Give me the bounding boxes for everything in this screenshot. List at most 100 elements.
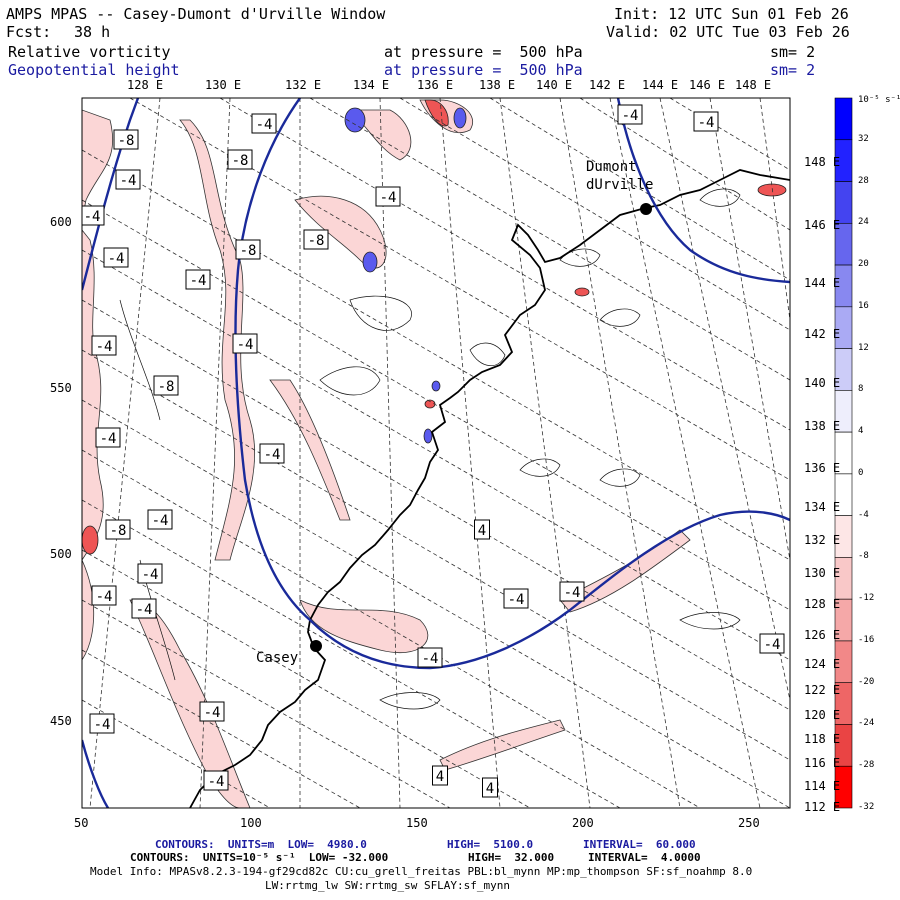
field1-name: Relative vorticity xyxy=(8,43,171,61)
lon-right-label: 142 E xyxy=(804,327,841,341)
colorbar-tick-label: 0 xyxy=(858,467,864,478)
contour-label: 4 xyxy=(482,777,498,798)
lon-right-label: 112 E xyxy=(804,800,841,814)
init-time: Init: 12 UTC Sun 01 Feb 26 xyxy=(614,5,849,23)
lon-top-label: 144 E xyxy=(642,78,679,92)
vorticity-contour-high: HIGH= 32.000 xyxy=(468,851,555,864)
contour-label: 4 xyxy=(432,765,448,786)
dumont-label: Dumont dUrville xyxy=(586,159,654,193)
svg-text:4: 4 xyxy=(486,781,494,797)
svg-text:-4: -4 xyxy=(256,117,273,133)
casey-label: Casey xyxy=(256,650,299,666)
contour-label: -4 xyxy=(417,647,443,668)
y-tick-label: 600 xyxy=(50,215,72,229)
y-tick-label: 500 xyxy=(50,547,72,561)
contour-label: -4 xyxy=(185,269,211,290)
vorticity-contour-interval: INTERVAL= 4.0000 xyxy=(588,851,701,864)
field1-level: at pressure = 500 hPa xyxy=(384,43,583,61)
contour-label: -8 xyxy=(113,129,139,150)
lon-right-label: 126 E xyxy=(804,628,841,642)
contour-label: -4 xyxy=(251,113,277,134)
contour-labels: -8 -4 -8 -4 -4 -8 -8 -4 -4 -4 -4 -4 -4 -4 -8 -4 -8 -4 -4 -4… xyxy=(82,104,719,798)
lon-right-label: 138 E xyxy=(804,419,841,433)
svg-text:-4: -4 xyxy=(108,251,125,267)
colorbar-tick-label: 20 xyxy=(858,259,869,270)
height-contour-info: CONTOURS: UNITS=m LOW= 4980.0 HIGH= 5100.… xyxy=(155,838,696,851)
colorbar-tick-label: 12 xyxy=(858,342,869,353)
svg-text:4: 4 xyxy=(478,523,486,539)
graticule xyxy=(82,98,790,808)
svg-text:-4: -4 xyxy=(208,774,225,790)
svg-text:-4: -4 xyxy=(96,589,113,605)
colorbar-tick-label: 8 xyxy=(858,384,864,395)
lon-top-label: 142 E xyxy=(589,78,626,92)
lon-top-label: 148 E xyxy=(735,78,772,92)
lon-top-label: 146 E xyxy=(689,78,726,92)
coastline xyxy=(189,169,790,808)
lon-right-label: 122 E xyxy=(804,683,841,697)
colorbar-tick-label: -24 xyxy=(858,718,875,729)
contour-label: -8 xyxy=(105,519,131,540)
map-frame xyxy=(81,97,791,809)
contour-label: -4 xyxy=(693,111,719,132)
x-tick-label: 50 xyxy=(74,816,89,830)
contour-label: -4 xyxy=(103,247,129,268)
contour-label: -4 xyxy=(759,633,785,654)
vorticity-contours xyxy=(119,188,741,710)
lon-right-label: 132 E xyxy=(804,533,841,547)
svg-text:-4: -4 xyxy=(204,705,221,721)
svg-text:-4: -4 xyxy=(264,447,281,463)
lon-right-label: 134 E xyxy=(804,500,841,514)
x-tick-label: 250 xyxy=(738,816,760,830)
contour-label: -4 xyxy=(147,509,173,530)
contour-label: -4 xyxy=(95,427,121,448)
svg-text:-4: -4 xyxy=(190,273,207,289)
field1-smoothing: sm= 2 xyxy=(770,43,816,61)
lon-top-label: 134 E xyxy=(353,78,390,92)
contour-label: -4 xyxy=(375,186,401,207)
contour-label: -4 xyxy=(91,335,117,356)
svg-text:-4: -4 xyxy=(94,717,111,733)
svg-text:-4: -4 xyxy=(237,337,254,353)
vorticity-shading xyxy=(82,99,691,808)
casey-station-marker xyxy=(310,640,322,652)
lon-right-label: 120 E xyxy=(804,708,841,722)
svg-text:-4: -4 xyxy=(564,585,581,601)
negative-vorticity-cores xyxy=(344,107,467,444)
colorbar-tick-label: 16 xyxy=(858,300,869,311)
colorbar-unit: 10⁻⁵ s⁻¹ xyxy=(858,95,900,105)
svg-text:-4: -4 xyxy=(152,513,169,529)
contour-label: -4 xyxy=(115,169,141,190)
vorticity-contour-info: CONTOURS: UNITS=10⁻⁵ s⁻¹ LOW= -32.000 HIG… xyxy=(130,851,701,864)
height-contour-low: CONTOURS: UNITS=m LOW= 4980.0 xyxy=(155,838,367,851)
x-tick-label: 150 xyxy=(406,816,428,830)
svg-text:4: 4 xyxy=(436,769,444,785)
svg-text:-4: -4 xyxy=(142,567,159,583)
contour-label: -4 xyxy=(503,588,529,609)
contour-label: -4 xyxy=(137,563,163,584)
svg-text:-4: -4 xyxy=(136,602,153,618)
contour-label: -4 xyxy=(617,104,643,125)
svg-text:-4: -4 xyxy=(84,209,101,225)
svg-text:-4: -4 xyxy=(622,108,639,124)
svg-text:-8: -8 xyxy=(232,153,249,169)
svg-text:-8: -8 xyxy=(110,523,127,539)
lon-right-label: 118 E xyxy=(804,732,841,746)
svg-text:-4: -4 xyxy=(764,637,781,653)
colorbar-tick-label: -4 xyxy=(858,509,869,520)
colorbar-tick-label: 32 xyxy=(858,133,869,144)
contour-label: -4 xyxy=(203,770,229,791)
lon-top-label: 132 E xyxy=(285,78,322,92)
x-tick-label: 100 xyxy=(240,816,262,830)
forecast-hours: 38 h xyxy=(74,23,111,41)
lon-top-label: 128 E xyxy=(127,78,164,92)
valid-time: Valid: 02 UTC Tue 03 Feb 26 xyxy=(606,23,850,41)
height-contour-interval: INTERVAL= 60.000 xyxy=(583,838,696,851)
lon-right-label: 114 E xyxy=(804,779,841,793)
svg-text:-8: -8 xyxy=(158,379,175,395)
lon-top-label: 140 E xyxy=(536,78,573,92)
svg-text:-4: -4 xyxy=(698,115,715,131)
svg-text:-8: -8 xyxy=(308,233,325,249)
y-tick-label: 550 xyxy=(50,381,72,395)
